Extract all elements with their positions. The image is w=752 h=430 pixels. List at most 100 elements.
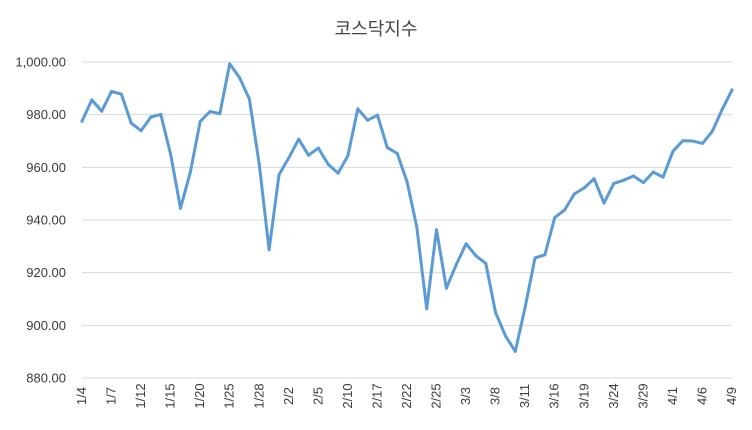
data-point bbox=[110, 90, 113, 93]
y-tick-label: 880.00 bbox=[26, 371, 66, 386]
x-tick-label: 1/12 bbox=[133, 383, 148, 408]
x-tick-label: 2/5 bbox=[310, 387, 325, 405]
data-point bbox=[523, 305, 527, 309]
data-point bbox=[701, 141, 704, 145]
x-tick-label: 2/25 bbox=[429, 383, 444, 408]
x-tick-label: 3/29 bbox=[635, 383, 650, 408]
data-point bbox=[80, 119, 84, 123]
y-tick-label: 920.00 bbox=[26, 265, 66, 280]
data-point bbox=[257, 163, 261, 167]
x-tick-label: 1/4 bbox=[74, 387, 89, 405]
data-point bbox=[661, 175, 665, 179]
data-point bbox=[316, 146, 320, 150]
x-tick-label: 3/19 bbox=[576, 383, 591, 408]
data-point bbox=[326, 162, 330, 166]
data-point bbox=[730, 88, 734, 92]
x-tick-label: 1/28 bbox=[251, 383, 266, 408]
data-point bbox=[553, 216, 557, 220]
data-point bbox=[307, 153, 310, 157]
data-point bbox=[602, 201, 606, 205]
data-point bbox=[247, 97, 251, 101]
data-point bbox=[169, 152, 173, 156]
y-tick-label: 960.00 bbox=[26, 160, 66, 175]
data-point bbox=[208, 110, 212, 113]
x-tick-label: 4/9 bbox=[724, 387, 739, 405]
data-point bbox=[238, 76, 242, 80]
data-point bbox=[277, 173, 281, 177]
data-point bbox=[435, 228, 438, 232]
x-tick-label: 4/6 bbox=[694, 387, 709, 405]
data-point bbox=[691, 139, 695, 143]
data-point bbox=[641, 181, 645, 185]
data-point bbox=[582, 186, 586, 190]
y-axis: 880.00 900.00 920.00 940.00 960.00 980.00 1,00… bbox=[15, 55, 66, 386]
x-tick-label: 2/10 bbox=[340, 383, 355, 408]
data-point bbox=[366, 118, 370, 122]
x-tick-label: 2/2 bbox=[281, 387, 296, 405]
data-point bbox=[139, 129, 143, 133]
data-point bbox=[198, 120, 202, 123]
x-tick-label: 4/1 bbox=[665, 387, 680, 405]
data-point bbox=[119, 92, 123, 96]
data-point bbox=[376, 113, 379, 117]
data-point bbox=[494, 311, 498, 315]
y-tick-label: 1,000.00 bbox=[15, 55, 66, 70]
data-point bbox=[356, 107, 360, 111]
data-point bbox=[563, 208, 567, 212]
data-point bbox=[444, 286, 448, 290]
x-tick-label: 2/22 bbox=[399, 383, 414, 408]
data-point bbox=[484, 261, 488, 265]
data-point bbox=[385, 146, 389, 150]
x-tick-label: 1/15 bbox=[163, 383, 178, 408]
x-tick-label: 3/8 bbox=[488, 387, 503, 405]
y-tick-label: 940.00 bbox=[26, 213, 66, 228]
data-point bbox=[632, 174, 635, 178]
data-point bbox=[405, 180, 409, 184]
x-axis: 1/4 1/7 1/12 1/15 1/20 1/25 1/28 2/2 2/5 2/10 2/17… bbox=[74, 383, 739, 408]
chart-title: 코스닥지수 bbox=[335, 19, 418, 40]
data-point bbox=[395, 151, 399, 155]
x-tick-label: 3/16 bbox=[547, 383, 562, 408]
data-point bbox=[671, 149, 675, 153]
data-point bbox=[710, 129, 714, 133]
data-point bbox=[346, 154, 350, 158]
data-point bbox=[474, 254, 478, 258]
data-point bbox=[572, 192, 576, 196]
data-point bbox=[622, 178, 626, 182]
data-point bbox=[188, 170, 192, 174]
data-point bbox=[612, 181, 616, 185]
data-point bbox=[415, 225, 419, 229]
data-point bbox=[179, 206, 182, 210]
data-point bbox=[720, 107, 724, 111]
data-point bbox=[504, 334, 507, 338]
data-point bbox=[543, 253, 547, 257]
data-point bbox=[267, 248, 271, 252]
data-point bbox=[228, 62, 232, 66]
data-point bbox=[592, 177, 596, 181]
x-tick-label: 3/11 bbox=[517, 384, 532, 408]
data-point bbox=[159, 112, 163, 116]
data-point bbox=[681, 139, 685, 143]
x-tick-label: 3/24 bbox=[606, 383, 621, 408]
y-tick-label: 900.00 bbox=[26, 318, 66, 333]
data-point bbox=[90, 98, 94, 102]
data-point bbox=[297, 137, 301, 141]
data-point bbox=[129, 121, 133, 125]
data-point bbox=[464, 242, 468, 246]
x-tick-label: 3/3 bbox=[458, 387, 473, 405]
data-point bbox=[425, 307, 429, 311]
data-point bbox=[651, 170, 655, 174]
data-point bbox=[336, 171, 340, 175]
data-point bbox=[533, 256, 537, 260]
x-tick-label: 1/7 bbox=[104, 387, 119, 405]
data-point bbox=[149, 115, 153, 119]
data-point bbox=[454, 263, 458, 267]
x-tick-label: 1/20 bbox=[192, 383, 207, 408]
data-point bbox=[218, 112, 222, 116]
data-point bbox=[287, 156, 291, 160]
x-tick-label: 2/17 bbox=[369, 383, 384, 408]
data-point bbox=[513, 349, 517, 353]
